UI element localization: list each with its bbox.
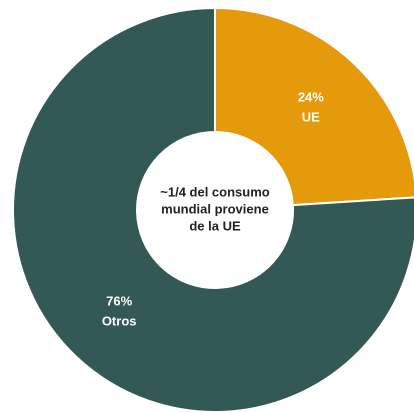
slice bbox=[12, 6, 414, 412]
value-label: 24% bbox=[298, 89, 324, 104]
center-text: ~1/4 del consumo bbox=[160, 184, 270, 199]
slice bbox=[214, 6, 414, 207]
value-label: 76% bbox=[106, 293, 132, 308]
category-label: Otros bbox=[102, 313, 137, 328]
category-label: UE bbox=[302, 109, 320, 124]
center-text: de la UE bbox=[189, 218, 241, 233]
center-text: mundial proviene bbox=[161, 201, 269, 216]
